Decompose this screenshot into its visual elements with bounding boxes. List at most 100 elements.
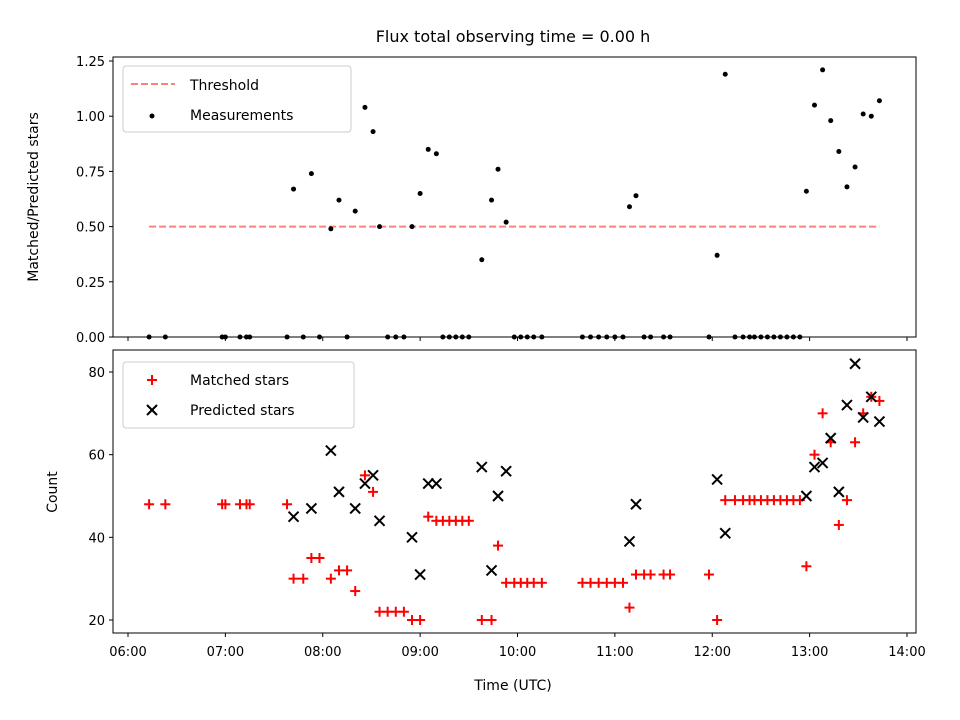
matched-point	[817, 408, 828, 419]
predicted-point	[430, 477, 443, 490]
ratio-ytick-label: 1.25	[76, 55, 105, 70]
measurement-point	[291, 186, 297, 192]
predicted-point	[367, 469, 379, 482]
measurement-point	[479, 257, 485, 263]
measurement-point	[370, 129, 376, 135]
predicted-point	[800, 490, 813, 502]
predicted-point	[849, 358, 861, 370]
predicted-point	[630, 498, 642, 510]
predicted-point	[305, 502, 318, 515]
ratio-plot: 0.00 0.25 0.50 0.75 1.00 1.25 Matched/Predict…	[26, 55, 917, 346]
measurement-point	[803, 188, 809, 194]
count-xtick-label: 09:00	[401, 645, 438, 660]
count-legend-box	[122, 361, 355, 429]
measurement-point	[844, 184, 850, 190]
predicted-point	[833, 486, 845, 498]
predicted-point	[873, 415, 886, 428]
count-xtick-label: 14:00	[888, 645, 925, 660]
matched-point	[720, 495, 731, 506]
count-ylabel: Count	[45, 471, 61, 513]
count-legend: Matched stars Predicted stars	[122, 361, 355, 429]
measurement-point	[811, 102, 817, 108]
predicted-point	[808, 461, 821, 473]
matched-point	[415, 615, 426, 625]
predicted-point	[711, 473, 723, 486]
legend-measurements-label: Measurements	[190, 108, 293, 124]
count-xtick-label: 13:00	[791, 645, 828, 660]
predicted-point	[841, 399, 853, 411]
predicted-point	[373, 515, 386, 527]
matched-point	[536, 577, 547, 588]
count-xtick-label: 12:00	[694, 645, 731, 660]
measurement-point	[714, 252, 720, 258]
matched-point	[850, 437, 861, 448]
measurement-point	[860, 111, 866, 117]
matched-point	[423, 511, 434, 522]
ratio-ytick-label: 0.00	[76, 331, 105, 346]
measurement-point	[626, 204, 632, 210]
matched-point	[325, 573, 336, 584]
measurement-point	[633, 193, 639, 199]
measurement-point	[362, 104, 368, 110]
chart-title: Flux total observing time = 0.00 h	[376, 27, 651, 46]
ratio-ytick-label: 0.25	[76, 276, 105, 291]
matched-point	[624, 602, 635, 613]
ratio-ytick-label: 0.75	[76, 165, 105, 180]
measurement-point	[417, 190, 423, 196]
ratio-ylabel: Matched/Predicted stars	[26, 112, 42, 282]
ratio-legend-box	[122, 65, 352, 133]
predicted-point	[816, 457, 829, 469]
measurement-point	[377, 224, 383, 230]
count-xtick-label: 10:00	[499, 645, 536, 660]
predicted-point	[414, 568, 426, 581]
matched-point	[645, 569, 656, 580]
matched-point	[368, 486, 379, 497]
predicted-point	[500, 465, 512, 477]
predicted-point	[406, 531, 418, 544]
matched-point	[244, 499, 255, 510]
predicted-point	[325, 444, 337, 457]
count-xtick-label: 06:00	[109, 645, 146, 660]
measurement-point	[308, 171, 314, 177]
matched-point	[359, 470, 370, 481]
matched-point	[493, 540, 504, 551]
legend-predicted-label: Predicted stars	[190, 403, 295, 419]
predicted-point	[485, 564, 498, 577]
matched-point	[665, 569, 676, 580]
measurement-point	[328, 226, 334, 232]
matched-point	[144, 499, 155, 510]
measurement-point	[722, 71, 728, 77]
measurement-point	[852, 164, 858, 170]
legend-predicted-swatch	[146, 404, 158, 416]
matched-point	[282, 499, 293, 510]
predicted-point	[422, 477, 434, 490]
measurement-point	[425, 146, 431, 152]
measurement-point	[836, 149, 842, 155]
measurement-point	[433, 151, 439, 157]
measurement-point	[876, 98, 882, 104]
predicted-point	[287, 510, 300, 523]
predicted-point	[865, 391, 878, 403]
matched-point	[463, 515, 474, 526]
count-ytick-label: 40	[88, 531, 105, 546]
legend-matched-swatch	[147, 375, 157, 385]
predicted-point	[492, 490, 504, 502]
matched-point	[342, 565, 353, 576]
legend-matched-label: Matched stars	[190, 373, 289, 389]
count-xtick-label: 07:00	[207, 645, 244, 660]
measurement-point	[868, 113, 874, 119]
matched-point	[809, 449, 820, 460]
matched-point	[841, 495, 852, 506]
matched-point	[712, 615, 723, 625]
matched-point	[704, 569, 715, 580]
predicted-point	[857, 411, 869, 424]
matched-point	[801, 561, 812, 572]
matched-point	[476, 615, 487, 625]
measurement-point	[336, 197, 342, 203]
legend-measurements-swatch	[149, 113, 155, 119]
ratio-ytick-label: 1.00	[76, 110, 105, 125]
measurement-point	[820, 67, 826, 73]
matched-point	[314, 553, 325, 563]
matched-point	[398, 606, 409, 617]
predicted-point	[349, 502, 361, 515]
